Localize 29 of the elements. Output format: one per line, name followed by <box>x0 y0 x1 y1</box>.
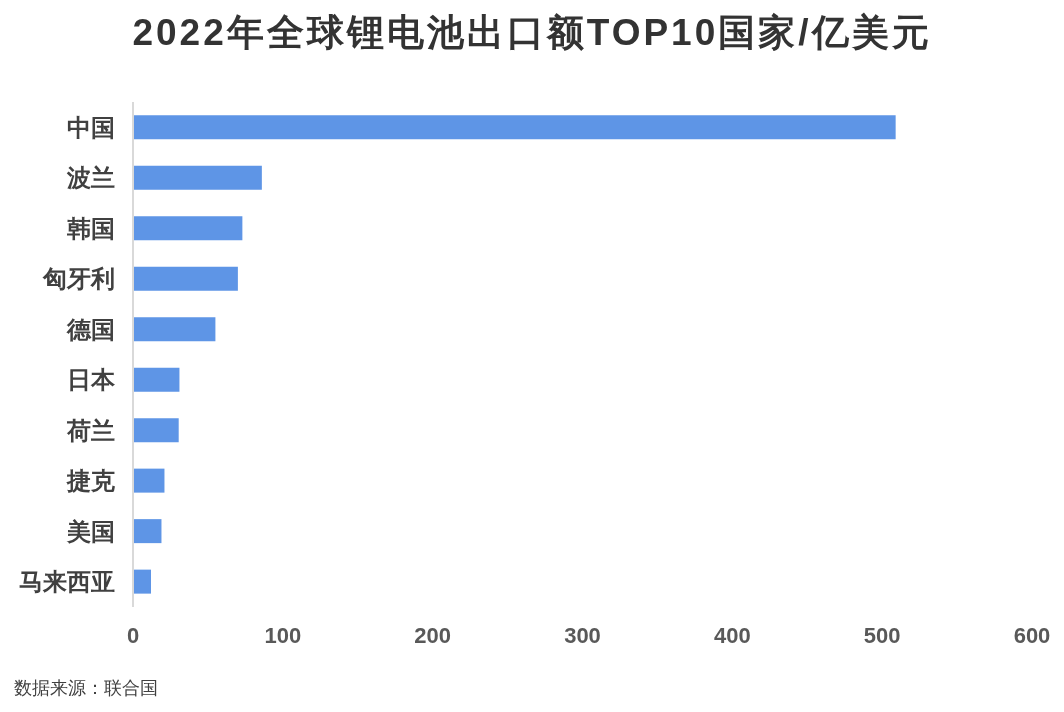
y-tick-label: 德国 <box>66 315 115 343</box>
y-tick-label: 韩国 <box>66 214 115 242</box>
bar <box>133 266 238 291</box>
x-tick-label: 500 <box>863 622 901 648</box>
bar <box>133 519 162 544</box>
y-tick-label: 匈牙利 <box>42 265 115 293</box>
bar <box>133 317 216 342</box>
bar <box>133 115 896 140</box>
x-tick-label: 200 <box>414 622 452 648</box>
x-tick-label: 400 <box>713 622 751 648</box>
y-tick-label: 日本 <box>67 366 116 394</box>
x-tick-label: 600 <box>1013 622 1051 648</box>
bar <box>133 418 179 443</box>
y-tick-label: 波兰 <box>66 164 115 192</box>
bar <box>133 468 165 493</box>
bar <box>133 569 151 594</box>
source-note: 数据来源：联合国 <box>14 677 158 700</box>
y-tick-label: 美国 <box>66 517 115 545</box>
y-tick-label: 中国 <box>67 113 115 141</box>
y-tick-label: 荷兰 <box>66 416 115 444</box>
y-tick-label: 捷克 <box>66 467 115 495</box>
x-tick-label: 0 <box>126 622 140 648</box>
x-tick-label: 100 <box>264 622 302 648</box>
bar <box>133 216 243 241</box>
x-tick-label: 300 <box>564 622 601 648</box>
bar <box>133 165 262 190</box>
chart-title: 2022年全球锂电池出口额TOP10国家/亿美元 <box>131 11 933 55</box>
y-tick-label: 马来西亚 <box>19 568 115 596</box>
bar <box>133 367 180 392</box>
